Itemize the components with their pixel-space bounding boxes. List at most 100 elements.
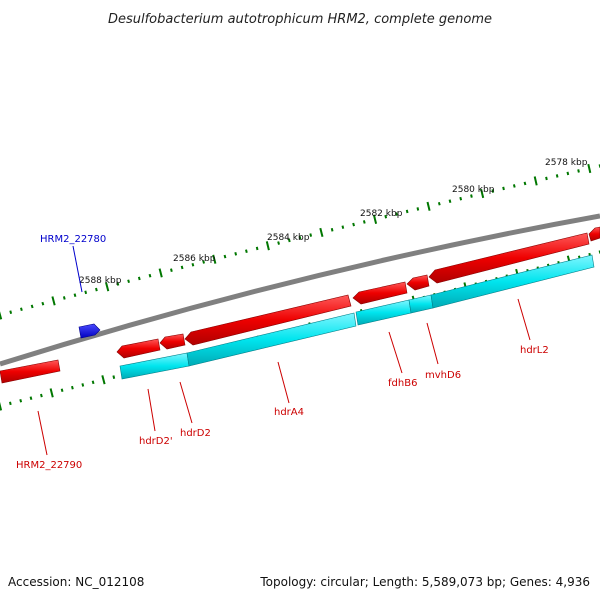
outer-ruler-minor-tick xyxy=(491,189,495,193)
outer-ruler-minor-tick xyxy=(502,186,505,191)
outer-ruler-minor-tick xyxy=(84,290,88,295)
inner-ruler-minor-tick xyxy=(112,375,116,379)
outer-ruler-minor-tick xyxy=(470,194,473,198)
outer-ruler-minor-tick xyxy=(277,241,280,245)
outer-ruler-minor-tick xyxy=(170,268,173,272)
outer-ruler-minor-tick xyxy=(41,301,45,306)
outer-ruler-minor-tick xyxy=(287,238,291,243)
outer-ruler-major-tick xyxy=(105,282,110,292)
outer-ruler-minor-tick xyxy=(298,235,302,240)
cds-track xyxy=(0,226,600,384)
gene-hdrL2[interactable] xyxy=(428,232,590,284)
outer-ruler-minor-tick xyxy=(30,304,34,309)
ruler-label-2588: 2588 kbp xyxy=(79,276,122,286)
label-hdrL2[interactable]: hdrL2 xyxy=(520,345,549,356)
outer-ruler-minor-tick xyxy=(191,262,195,267)
outer-ruler-major-tick xyxy=(480,188,485,199)
map-title: Desulfobacterium autotrophicum HRM2, com… xyxy=(108,12,492,27)
outer-ruler-minor-tick xyxy=(405,209,409,214)
outer-ruler-major-tick xyxy=(426,201,431,211)
ruler-label-2582: 2582 kbp xyxy=(360,209,403,219)
outer-ruler-minor-tick xyxy=(95,287,98,292)
outer-ruler-minor-tick xyxy=(577,169,580,173)
inner-ruler-minor-tick xyxy=(40,393,43,398)
outer-ruler-major-tick xyxy=(265,241,270,251)
label-mvhD6[interactable]: mvhD6 xyxy=(425,370,461,381)
outer-ruler-minor-tick xyxy=(137,276,141,281)
outer-ruler-minor-tick xyxy=(395,212,398,216)
leader-fdhB6 xyxy=(388,331,403,374)
label-fdhB6[interactable]: fdhB6 xyxy=(388,378,417,389)
outer-ruler-minor-tick xyxy=(555,174,559,178)
outer-ruler-minor-tick xyxy=(352,222,355,227)
outer-ruler-minor-tick xyxy=(148,273,152,278)
label-hdrD2[interactable]: hdrD2 xyxy=(180,428,211,439)
ruler-label-2584: 2584 kbp xyxy=(267,233,310,243)
genome-backbone xyxy=(0,213,600,367)
feature-segment-1[interactable] xyxy=(119,352,190,380)
outer-ruler-major-tick xyxy=(533,176,538,186)
inner-ruler-minor-tick xyxy=(19,398,23,403)
gene-mvhD6[interactable] xyxy=(406,274,430,291)
gene-hdrA4[interactable] xyxy=(184,294,352,346)
outer-ruler-major-tick xyxy=(158,268,163,278)
leader-HRM2_22780 xyxy=(72,245,83,293)
outer-ruler-minor-tick xyxy=(202,260,205,264)
gene-hdrD2-prime[interactable] xyxy=(116,338,161,359)
gene-hdrD2[interactable] xyxy=(159,333,186,350)
outer-ruler-major-tick xyxy=(212,254,217,264)
outer-ruler-minor-tick xyxy=(566,171,570,176)
outer-ruler-major-tick xyxy=(372,214,378,224)
outer-ruler-minor-tick xyxy=(523,181,527,186)
outer-ruler-minor-tick xyxy=(341,225,345,229)
tick-ruler-outer xyxy=(0,163,600,320)
outer-ruler-minor-tick xyxy=(255,246,259,251)
outer-ruler-minor-tick xyxy=(309,233,313,237)
inner-ruler-minor-tick xyxy=(29,396,33,400)
outer-ruler-minor-tick xyxy=(384,214,388,219)
inner-ruler-major-tick xyxy=(101,375,106,385)
leader-hdrD2-prime xyxy=(147,388,156,432)
outer-ruler-minor-tick xyxy=(448,199,452,203)
label-HRM2_22790[interactable]: HRM2_22790 xyxy=(16,460,82,471)
leader-hdrD2 xyxy=(179,381,193,424)
label-hdrA4[interactable]: hdrA4 xyxy=(274,407,304,418)
outer-ruler-minor-tick xyxy=(362,220,366,224)
leader-hdrA4 xyxy=(277,361,290,404)
accession-text: Accession: NC_012108 xyxy=(8,575,144,589)
inner-ruler-minor-tick xyxy=(60,388,64,393)
ruler-label-2586: 2586 kbp xyxy=(173,254,216,264)
outer-ruler-minor-tick xyxy=(245,249,248,253)
gene-edge-partial[interactable] xyxy=(588,226,600,242)
outer-ruler-minor-tick xyxy=(437,201,441,206)
outer-ruler-minor-tick xyxy=(545,176,548,181)
ruler-label-2580: 2580 kbp xyxy=(452,185,495,195)
outer-ruler-minor-tick xyxy=(234,252,238,256)
outer-ruler-minor-tick xyxy=(416,207,420,211)
feature-segment-3[interactable] xyxy=(355,299,412,326)
ruler-label-2578: 2578 kbp xyxy=(545,158,588,168)
outer-ruler-minor-tick xyxy=(330,227,334,232)
outer-ruler-minor-tick xyxy=(116,282,120,286)
inner-ruler-major-tick xyxy=(49,388,54,398)
outer-ruler-major-tick xyxy=(319,227,324,238)
ruler-labels: 2578 kbp 2580 kbp 2582 kbp 2584 kbp 2586… xyxy=(79,158,588,286)
inner-ruler-major-tick xyxy=(0,401,3,411)
outer-ruler-minor-tick xyxy=(459,196,463,201)
gene-HRM2_22790[interactable] xyxy=(0,359,61,384)
gene-fdhB6[interactable] xyxy=(352,281,408,305)
outer-ruler-minor-tick xyxy=(127,279,130,284)
label-HRM2_22780[interactable]: HRM2_22780 xyxy=(40,234,106,245)
leader-hdrL2 xyxy=(517,298,531,341)
outer-ruler-minor-tick xyxy=(223,254,227,259)
label-hdrD2-prime[interactable]: hdrD2' xyxy=(139,436,173,447)
feature-segment-2[interactable] xyxy=(186,312,357,367)
outer-ruler-minor-tick xyxy=(512,184,516,188)
inner-ruler-minor-tick xyxy=(91,380,95,385)
outer-ruler-major-tick xyxy=(51,296,56,306)
gene-HRM2_22780[interactable] xyxy=(78,323,101,339)
feature-segment-5[interactable] xyxy=(430,254,595,309)
outer-ruler-minor-tick xyxy=(20,307,23,312)
